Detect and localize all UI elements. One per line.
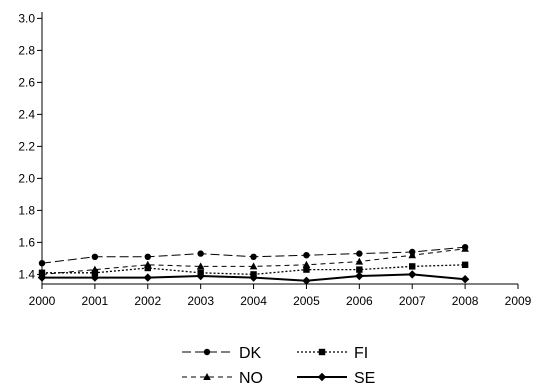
- legend-item-dk: DK: [182, 345, 262, 362]
- series-dk: [38, 244, 469, 267]
- x-tick-label: 2008: [452, 294, 479, 308]
- x-tick-label: 2001: [82, 294, 109, 308]
- y-tick-label: 1.6: [18, 235, 35, 249]
- data-point-se: [37, 273, 47, 282]
- data-point-no: [461, 244, 469, 252]
- legend-label-no: NO: [239, 370, 263, 387]
- y-tick-label: 1.8: [18, 203, 35, 217]
- x-tick-label: 2006: [346, 294, 373, 308]
- legend-marker-dk: [203, 348, 211, 356]
- data-point-fi: [409, 263, 416, 270]
- y-tick-label: 2.4: [18, 107, 35, 121]
- data-point-dk: [144, 253, 151, 260]
- data-point-se: [249, 273, 258, 282]
- y-tick-label: 1.4: [18, 267, 35, 281]
- legend-item-no: NO: [182, 370, 263, 387]
- data-point-no: [143, 260, 152, 268]
- series-line-no: [41, 248, 466, 275]
- data-point-se: [143, 273, 152, 282]
- data-point-fi: [356, 266, 363, 273]
- data-point-se: [355, 271, 364, 281]
- data-point-se: [408, 270, 417, 279]
- data-point-fi: [303, 266, 310, 273]
- legend-marker-se: [317, 372, 327, 382]
- axes: 1.4 1.6 1.8 2.0 2.2 2.4 2.6 2.8 3.0 2000 2001 2002 2…: [18, 11, 531, 308]
- data-point-no: [408, 251, 417, 259]
- legend-item-se: SE: [297, 370, 375, 387]
- series-se: [37, 270, 470, 285]
- x-tick-label: 2000: [29, 294, 56, 308]
- series-layer: [37, 244, 470, 285]
- legend: DK FI NO SE: [182, 345, 375, 387]
- data-point-no: [249, 262, 258, 270]
- x-tick-label: 2003: [187, 294, 214, 308]
- data-point-se: [460, 275, 470, 284]
- y-tick-label: 2.6: [18, 75, 35, 89]
- legend-marker-fi: [318, 348, 326, 356]
- data-point-fi: [144, 264, 151, 272]
- data-point-dk: [356, 250, 363, 257]
- legend-marker-no: [203, 373, 211, 380]
- data-point-dk: [91, 253, 99, 260]
- data-point-se: [196, 271, 205, 281]
- data-point-no: [196, 262, 205, 270]
- data-point-dk: [303, 252, 310, 259]
- data-point-no: [355, 257, 364, 265]
- data-point-no: [91, 265, 99, 273]
- data-point-fi: [91, 269, 99, 276]
- x-tick-label: 2005: [293, 294, 320, 308]
- legend-label-se: SE: [354, 370, 375, 387]
- x-tick-label: 2002: [134, 294, 161, 308]
- x-tick-label: 2007: [399, 294, 426, 308]
- y-tick-label: 2.2: [18, 139, 35, 153]
- data-point-se: [302, 276, 311, 285]
- y-tick-label: 2.0: [18, 171, 35, 185]
- data-point-no: [302, 260, 311, 268]
- data-point-dk: [250, 253, 257, 260]
- data-point-dk: [197, 250, 204, 257]
- legend-item-fi: FI: [297, 345, 368, 362]
- data-point-fi: [461, 261, 469, 268]
- legend-label-fi: FI: [354, 345, 368, 362]
- y-tick-label: 3.0: [18, 11, 35, 25]
- legend-label-dk: DK: [239, 345, 262, 362]
- x-tick-label: 2004: [240, 294, 267, 308]
- x-tick-label: 2009: [505, 294, 532, 308]
- y-tick-label: 2.8: [18, 43, 35, 57]
- data-point-dk: [38, 260, 46, 267]
- data-point-se: [90, 273, 100, 282]
